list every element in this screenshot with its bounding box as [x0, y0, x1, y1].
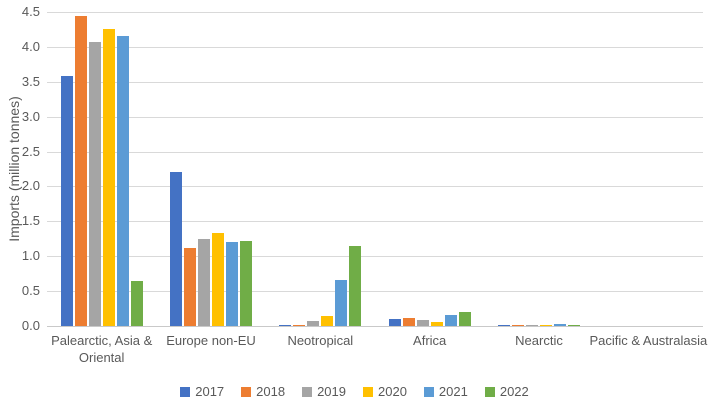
bar-group-5 — [484, 12, 593, 326]
x-category-label: Europe non-EU — [166, 333, 256, 348]
x-category-label: Palearctic, Asia & Oriental — [51, 333, 153, 365]
bar-2020 — [102, 28, 115, 326]
bar-2022 — [349, 246, 362, 326]
bar-2017 — [497, 324, 510, 326]
gridline — [47, 12, 703, 13]
bar-2017 — [279, 325, 292, 326]
legend-label: 2018 — [256, 384, 286, 399]
legend-item-2020: 2020 — [363, 384, 407, 399]
bar-2020 — [539, 324, 552, 326]
bar-group-1 — [47, 12, 156, 326]
bar-2018 — [402, 317, 415, 326]
bar-2017 — [60, 76, 73, 326]
legend-item-2021: 2021 — [423, 384, 468, 399]
bar-2022 — [239, 240, 252, 326]
bar-2022 — [458, 312, 471, 326]
bar-2019 — [416, 319, 429, 326]
y-tick-label: 0.0 — [21, 318, 40, 333]
bar-2019 — [88, 42, 101, 326]
bar-2019 — [307, 321, 320, 326]
bar-2021 — [335, 279, 348, 326]
bar-2022 — [567, 325, 580, 326]
legend-item-2022: 2022 — [484, 384, 529, 399]
bar-2017 — [169, 171, 182, 326]
bar-2019 — [197, 238, 210, 326]
legend-swatch-icon — [363, 386, 373, 397]
plot-area — [47, 12, 703, 327]
legend-swatch-icon — [423, 386, 434, 397]
y-tick-label: 3.0 — [21, 108, 40, 124]
bar-group-2 — [156, 12, 265, 326]
gridline — [47, 116, 703, 118]
bar-2017 — [388, 319, 401, 326]
y-tick-label: 4.0 — [21, 38, 40, 54]
legend-item-2018: 2018 — [241, 384, 285, 399]
bar-group-6 — [594, 12, 703, 326]
legend-item-2017: 2017 — [180, 384, 224, 399]
legend-swatch-icon — [302, 386, 313, 397]
x-axis-line — [47, 326, 703, 327]
y-tick-label: 2.0 — [21, 178, 40, 194]
legend-label: 2022 — [499, 384, 529, 399]
y-tick-label: 0.5 — [21, 283, 40, 299]
legend-label: 2019 — [317, 384, 346, 399]
legend-swatch-icon — [241, 386, 252, 397]
legend-label: 2021 — [438, 384, 468, 399]
legend-swatch-icon — [180, 386, 191, 397]
bar-2021 — [116, 35, 129, 326]
legend: 2017 2018 2019 2020 2021 2022 — [0, 384, 709, 399]
bar-2022 — [130, 280, 143, 326]
gridline — [47, 291, 703, 293]
bar-group-4 — [375, 12, 484, 326]
legend-label: 2017 — [195, 384, 225, 399]
y-tick-label: 1.5 — [21, 213, 40, 229]
bar-2018 — [74, 15, 87, 326]
bar-2020 — [211, 233, 224, 326]
bar-2021 — [553, 323, 566, 326]
bar-group-3 — [266, 12, 375, 326]
gridline — [47, 221, 703, 223]
gridline — [47, 151, 703, 153]
legend-swatch-icon — [484, 386, 495, 397]
bar-2021 — [444, 314, 457, 326]
bar-2020 — [321, 315, 334, 326]
y-tick-label: 1.0 — [21, 248, 40, 264]
x-category-label: Neotropical — [287, 333, 354, 348]
gridline — [47, 46, 703, 48]
bar-2020 — [430, 321, 443, 326]
bar-2021 — [225, 241, 238, 326]
x-category-label: Africa — [413, 333, 447, 348]
legend-item-2019: 2019 — [302, 384, 346, 399]
gridline — [47, 186, 703, 188]
bar-2019 — [525, 324, 538, 326]
bar-2018 — [183, 247, 196, 326]
x-category-label: Nearctic — [515, 333, 563, 348]
gridline — [47, 81, 703, 83]
y-tick-label: 2.5 — [21, 143, 40, 159]
y-tick-label: 4.5 — [21, 4, 40, 19]
gridline — [47, 256, 703, 258]
bar-2018 — [293, 325, 306, 326]
legend-label: 2020 — [378, 384, 407, 399]
bar-2018 — [511, 324, 524, 326]
y-tick-label: 3.5 — [21, 73, 40, 89]
x-category-label: Pacific & Australasia — [589, 333, 708, 348]
